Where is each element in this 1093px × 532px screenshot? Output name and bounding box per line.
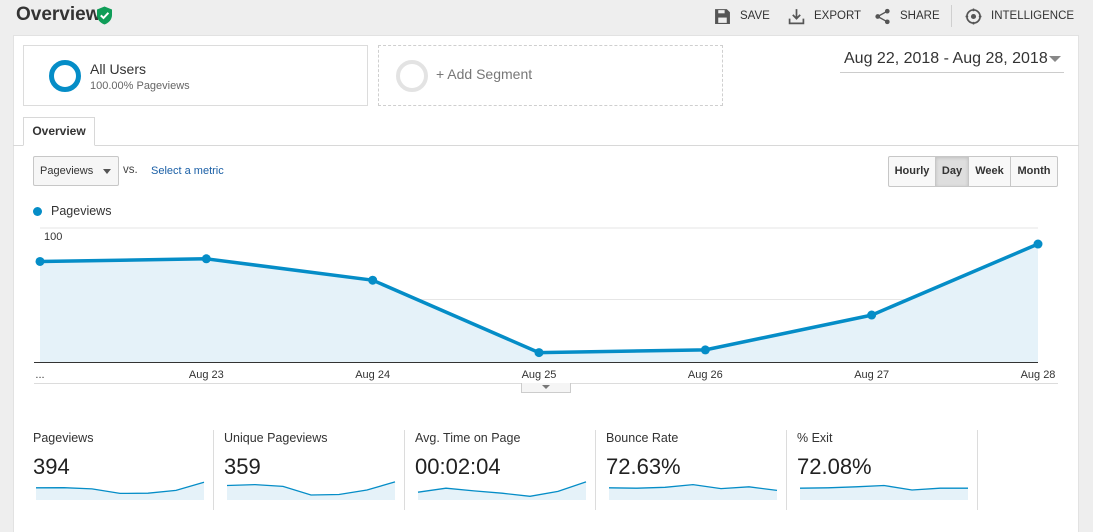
- scorecard-divider: [404, 430, 405, 510]
- page-title: Overview: [16, 4, 101, 25]
- vs-label: vs.: [123, 164, 138, 176]
- sparkline-line: [799, 484, 968, 491]
- scorecard-sparkline: [608, 483, 778, 500]
- intelligence-icon: [965, 8, 982, 24]
- scorecard-divider: [977, 430, 978, 510]
- segment-detail: 100.00% Pageviews: [90, 80, 190, 92]
- scorecard-value: 00:02:04: [415, 454, 501, 479]
- scorecard-label: % Exit: [797, 431, 833, 445]
- toolbar-divider: [951, 5, 952, 27]
- export-label: EXPORT: [814, 10, 862, 22]
- scorecard-label: Unique Pageviews: [224, 431, 328, 445]
- segment-ring-icon: [49, 60, 81, 92]
- add-segment-label: + Add Segment: [436, 66, 533, 82]
- intelligence-label: INTELLIGENCE: [991, 10, 1075, 22]
- sparkline-area: [609, 484, 777, 500]
- verified-shield-icon: [97, 6, 112, 25]
- scorecard-value: 72.08%: [797, 454, 872, 479]
- caret-down-icon: [1049, 56, 1061, 62]
- select-metric-link[interactable]: Select a metric: [151, 165, 224, 177]
- sparkline-line: [417, 481, 587, 497]
- scorecard[interactable]: % Exit 72.08%: [797, 430, 987, 510]
- scorecard-sparkline: [35, 481, 205, 500]
- granularity-month[interactable]: Month: [1017, 165, 1051, 177]
- empty-segment-ring-icon: [396, 60, 428, 92]
- scorecard-divider: [213, 430, 214, 510]
- scorecard-value: 359: [224, 454, 261, 479]
- sparkline-area: [36, 482, 204, 500]
- scorecard-label: Bounce Rate: [606, 431, 679, 445]
- metric-select-value: Pageviews: [40, 165, 94, 177]
- scorecard-divider: [786, 430, 787, 510]
- sparkline-area: [418, 481, 586, 500]
- tab-overview[interactable]: Overview: [23, 117, 95, 146]
- date-range-text: Aug 22, 2018 - Aug 28, 2018: [844, 50, 1048, 67]
- export-icon: [788, 8, 805, 24]
- share-label: SHARE: [900, 10, 940, 22]
- save-button[interactable]: SAVE: [714, 7, 770, 25]
- add-segment-button[interactable]: + Add Segment: [378, 45, 723, 106]
- scorecard-label: Avg. Time on Page: [415, 431, 521, 445]
- scorecard-sparkline: [799, 484, 968, 500]
- scorecard[interactable]: Unique Pageviews 359: [224, 430, 414, 510]
- save-label: SAVE: [740, 10, 770, 22]
- granularity-week[interactable]: Week: [969, 157, 1011, 186]
- scorecard-label: Pageviews: [33, 431, 94, 445]
- scorecard-sparkline: [226, 481, 396, 500]
- save-icon: [715, 8, 730, 24]
- scorecard[interactable]: Bounce Rate 72.63%: [606, 430, 796, 510]
- scorecard-sparkline: [417, 481, 587, 500]
- sparkline-line: [35, 481, 205, 495]
- legend-dot: [33, 207, 42, 216]
- segment-name: All Users: [90, 61, 147, 77]
- sparkline-line: [608, 483, 778, 492]
- scorecard-divider: [595, 430, 596, 510]
- intelligence-button[interactable]: INTELLIGENCE: [965, 7, 1074, 25]
- granularity-day[interactable]: Day: [936, 157, 969, 186]
- caret-down-icon: [103, 169, 111, 174]
- scorecard[interactable]: Avg. Time on Page 00:02:04: [415, 430, 605, 510]
- legend-label: Pageviews: [51, 204, 112, 218]
- segment-all-users[interactable]: All Users 100.00% Pageviews: [23, 45, 368, 106]
- report-header: Overview SAVE EXPORT SHARE INTELLIGENCE: [0, 0, 1093, 34]
- tab-divider: [13, 145, 1079, 146]
- sparkline-area: [227, 481, 395, 500]
- metric-select[interactable]: Pageviews: [33, 156, 119, 186]
- export-button[interactable]: EXPORT: [788, 7, 861, 25]
- scorecard-value: 72.63%: [606, 454, 681, 479]
- date-range-picker[interactable]: Aug 22, 2018 - Aug 28, 2018: [840, 46, 1064, 73]
- sparkline-line: [226, 481, 396, 496]
- granularity-hourly[interactable]: Hourly: [889, 157, 936, 186]
- share-icon: [875, 8, 890, 24]
- granularity-toggle: Hourly Day Week Month: [888, 156, 1058, 187]
- share-button[interactable]: SHARE: [874, 7, 940, 25]
- scorecard-value: 394: [33, 454, 70, 479]
- chart-collapse-toggle[interactable]: [521, 383, 571, 393]
- scorecard[interactable]: Pageviews 394: [33, 430, 223, 510]
